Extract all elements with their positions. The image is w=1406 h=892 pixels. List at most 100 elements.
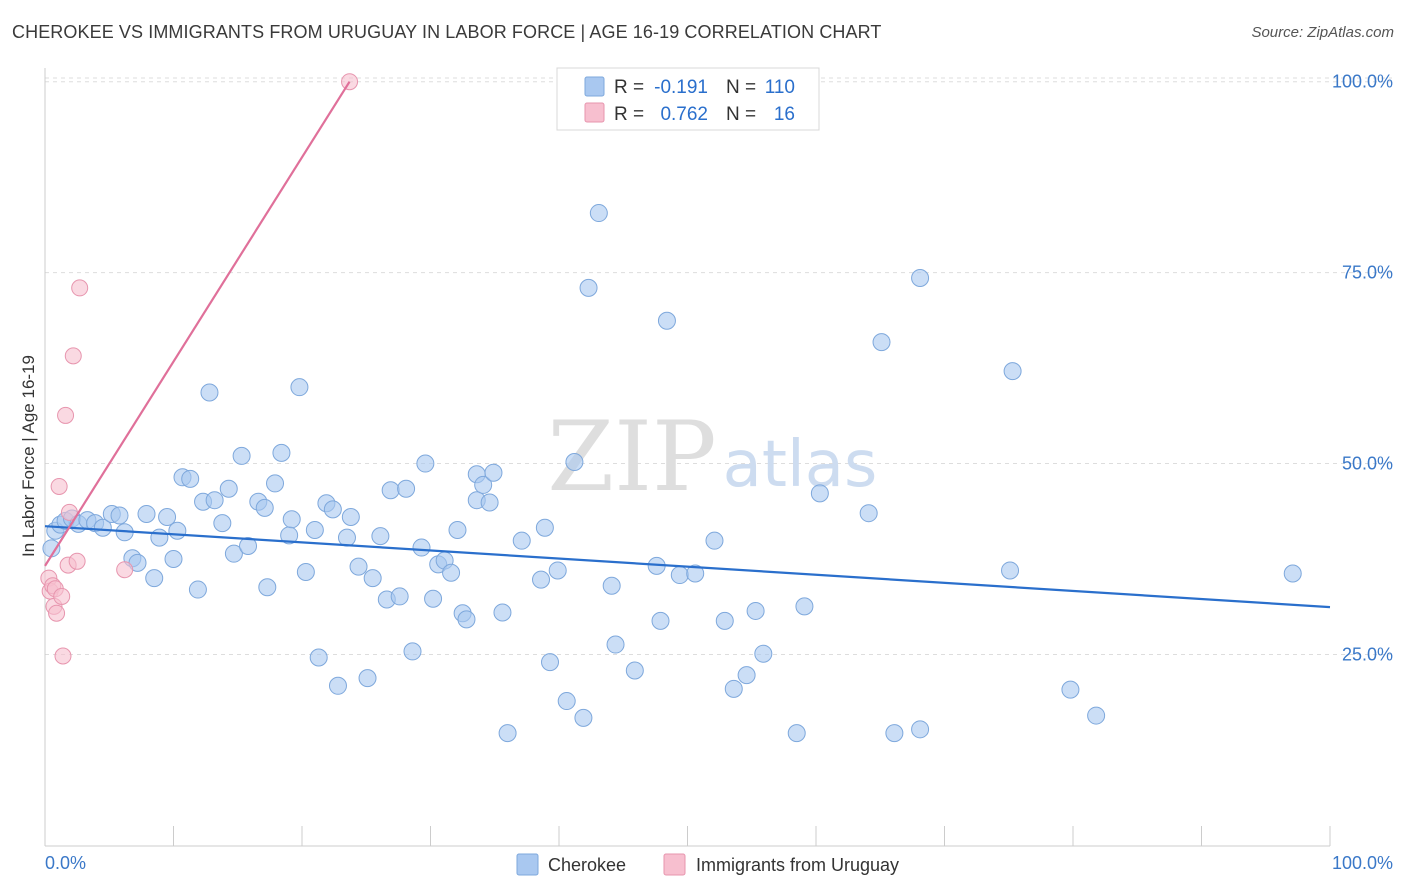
cherokee-point xyxy=(150,528,169,547)
uruguay-point xyxy=(71,279,89,297)
cherokee-point xyxy=(565,453,584,472)
bottom-legend-label-cherokee: Cherokee xyxy=(548,855,626,875)
cherokee-point xyxy=(670,566,689,585)
cherokee-point xyxy=(381,481,400,500)
cherokee-point xyxy=(205,491,224,510)
cherokee-point xyxy=(548,561,567,580)
series-cherokee xyxy=(42,204,1302,743)
trend-lines xyxy=(44,81,1331,609)
cherokee-point xyxy=(795,597,814,616)
bottom-legend-swatch-cherokee xyxy=(516,853,539,876)
cherokee-point xyxy=(158,508,177,527)
cherokee-point xyxy=(323,500,342,519)
uruguay-point xyxy=(54,647,72,665)
cherokee-point xyxy=(535,518,554,537)
cherokee-point xyxy=(110,506,129,525)
cherokee-point xyxy=(651,611,670,630)
y-tick-label: 25.0% xyxy=(1342,644,1393,664)
legend-r-label-0: R = xyxy=(614,77,644,98)
cherokee-point xyxy=(181,469,200,488)
cherokee-point xyxy=(224,544,243,563)
legend-n-value-0: 110 xyxy=(765,77,795,98)
cherokee-point xyxy=(1003,362,1022,381)
cherokee-point xyxy=(737,666,756,685)
cherokee-point xyxy=(724,679,743,698)
y-axis-label: In Labor Force | Age 16-19 xyxy=(19,355,38,557)
uruguay-point xyxy=(48,604,66,622)
bottom-legend-label-uruguay: Immigrants from Uruguay xyxy=(696,855,899,875)
cherokee-point xyxy=(1001,561,1020,580)
x-tick-labels: 0.0% 100.0% xyxy=(45,853,1393,873)
legend-n-label-0: N = xyxy=(726,77,756,98)
uruguay-point xyxy=(64,347,82,365)
cherokee-point xyxy=(448,520,467,539)
cherokee-point xyxy=(390,587,409,606)
cherokee-point xyxy=(705,531,724,550)
cherokee-point xyxy=(457,610,476,629)
legend-r-value-1: 0.762 xyxy=(660,104,708,125)
cherokee-point xyxy=(493,603,512,622)
cherokee-point xyxy=(1061,680,1080,699)
cherokee-point xyxy=(412,538,431,557)
cherokee-point xyxy=(371,527,390,546)
cherokee-point xyxy=(606,635,625,654)
cherokee-point xyxy=(258,578,277,597)
cherokee-point xyxy=(541,653,560,672)
cherokee-point xyxy=(484,463,503,482)
cherokee-point xyxy=(579,278,598,297)
cherokee-point xyxy=(358,669,377,688)
y-tick-label: 75.0% xyxy=(1342,263,1393,283)
cherokee-point xyxy=(885,724,904,743)
y-tick-labels: 25.0% 50.0% 75.0% 100.0% xyxy=(1332,72,1393,665)
cherokee-point xyxy=(282,510,301,529)
cherokee-point xyxy=(657,311,676,330)
cherokee-point xyxy=(145,569,164,588)
bottom-legend-swatch-uruguay xyxy=(663,853,686,876)
cherokee-point xyxy=(532,570,551,589)
cherokee-point xyxy=(480,493,499,512)
cherokee-point xyxy=(557,692,576,711)
legend-swatch-cherokee xyxy=(584,76,605,97)
cherokee-point xyxy=(349,557,368,576)
cherokee-point xyxy=(266,474,285,493)
cherokee-point xyxy=(305,520,324,539)
cherokee-point xyxy=(137,504,156,523)
legend-swatch-uruguay xyxy=(584,102,605,123)
cherokee-point xyxy=(328,676,347,695)
cherokee-point xyxy=(403,642,422,661)
uruguay-point xyxy=(68,552,86,570)
cherokee-point xyxy=(498,724,517,743)
cherokee-point xyxy=(512,531,531,550)
axes xyxy=(44,68,1331,847)
legend-n-label-1: N = xyxy=(726,104,756,125)
chart-title: CHEROKEE VS IMMIGRANTS FROM URUGUAY IN L… xyxy=(12,22,882,42)
uruguay-point xyxy=(50,477,68,495)
legend-r-label-1: R = xyxy=(614,104,644,125)
cherokee-point xyxy=(589,204,608,223)
cherokee-point xyxy=(625,661,644,680)
cherokee-point xyxy=(213,514,232,533)
x-tick-label: 0.0% xyxy=(45,853,86,873)
cherokee-point xyxy=(239,537,258,556)
cherokee-point xyxy=(290,378,309,397)
cherokee-point xyxy=(255,498,274,517)
cherokee-point xyxy=(168,521,187,540)
y-tick-label: 50.0% xyxy=(1342,454,1393,474)
cherokee-point xyxy=(232,446,251,465)
cherokee-point xyxy=(754,644,773,663)
y-tick-label: 100.0% xyxy=(1332,72,1393,92)
cherokee-point xyxy=(859,504,878,523)
uruguay-point xyxy=(53,587,71,605)
cherokee-point xyxy=(574,708,593,727)
cherokee-point xyxy=(296,562,315,581)
cherokee-point xyxy=(341,508,360,527)
cherokee-point xyxy=(911,720,930,739)
cherokee-point xyxy=(715,611,734,630)
cherokee-point xyxy=(911,268,930,287)
cherokee-point xyxy=(219,479,238,498)
cherokee-point xyxy=(397,479,416,498)
cherokee-point xyxy=(164,550,183,569)
cherokee-point xyxy=(272,443,291,462)
cherokee-point xyxy=(424,589,443,608)
